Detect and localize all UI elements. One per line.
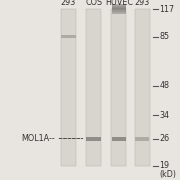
Bar — [135, 9, 150, 166]
Bar — [135, 137, 149, 141]
Text: 85: 85 — [159, 32, 170, 41]
Text: 19: 19 — [159, 161, 170, 170]
Bar — [112, 8, 126, 9]
Text: MOL1A--: MOL1A-- — [22, 134, 55, 143]
Text: 293: 293 — [135, 0, 150, 7]
Bar — [112, 13, 126, 14]
Bar — [112, 11, 126, 12]
Bar — [112, 7, 126, 8]
Bar — [86, 137, 101, 141]
Bar — [61, 9, 76, 166]
Bar — [112, 9, 126, 10]
Text: (kD): (kD) — [159, 170, 176, 179]
Text: 293: 293 — [61, 0, 76, 7]
Bar — [112, 6, 126, 7]
Bar — [112, 4, 126, 5]
Text: COS: COS — [85, 0, 102, 7]
Text: 48: 48 — [159, 81, 169, 90]
Bar — [86, 9, 101, 166]
Text: 34: 34 — [159, 111, 169, 120]
Text: 117: 117 — [159, 4, 175, 14]
Bar — [61, 35, 76, 38]
Bar — [112, 12, 126, 13]
Text: HUVEC: HUVEC — [105, 0, 133, 7]
Bar — [112, 137, 126, 141]
Bar — [112, 5, 126, 6]
Bar — [112, 10, 126, 11]
Text: 26: 26 — [159, 134, 170, 143]
Bar — [111, 9, 126, 166]
